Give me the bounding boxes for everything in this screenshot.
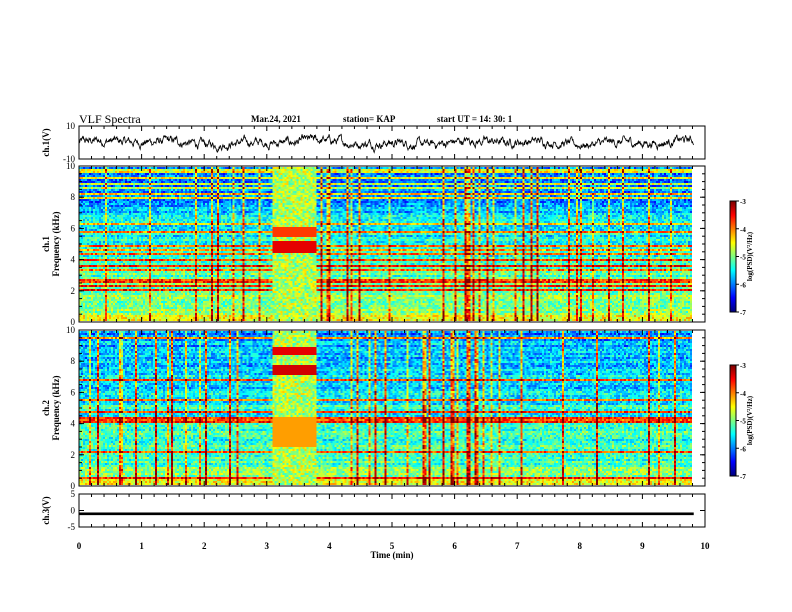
- y-tick-label: 6: [71, 387, 76, 397]
- x-tick-label: 6: [452, 541, 457, 551]
- x-tick-label: 8: [578, 541, 583, 551]
- x-tick-label: 9: [640, 541, 645, 551]
- y-tick-label: -5: [68, 522, 76, 532]
- ch2-colorbar: [730, 365, 736, 476]
- y-tick-label: 2: [71, 286, 76, 296]
- colorbar-tick-label: -3: [740, 362, 746, 370]
- date-label: Mar.24, 2021: [251, 114, 301, 124]
- ch2-spectrogram: [79, 331, 692, 485]
- y-axis-label: ch.2: [41, 400, 51, 416]
- figure-title: VLF Spectra: [79, 112, 141, 126]
- start-time-label: start UT = 14: 30: 1: [437, 114, 513, 124]
- x-tick-label: 3: [265, 541, 270, 551]
- y-tick-label: 4: [71, 255, 76, 265]
- y-tick-label: 5: [71, 489, 76, 499]
- y-tick-label: 6: [71, 223, 76, 233]
- panel-frame: [78, 329, 706, 487]
- colorbar-tick-label: -5: [740, 254, 746, 262]
- x-tick-label: 10: [701, 541, 711, 551]
- station-label: station= KAP: [343, 114, 396, 124]
- ch1-trace: [78, 133, 694, 154]
- x-tick-label: 0: [77, 541, 82, 551]
- y-axis-label: Frequency (kHz): [51, 211, 61, 276]
- ch1-colorbar: [730, 201, 736, 312]
- y-tick-label: -10: [63, 154, 75, 164]
- colorbar-tick-label: -4: [740, 390, 746, 398]
- colorbar-label: log(PSD)(V²/Hz): [746, 231, 754, 281]
- y-tick-label: 0: [71, 481, 76, 491]
- x-tick-label: 1: [139, 541, 144, 551]
- x-tick-label: 4: [327, 541, 332, 551]
- y-tick-label: 8: [71, 192, 76, 202]
- y-axis-label: Frequency (kHz): [51, 375, 61, 440]
- colorbar-frame: [729, 200, 737, 313]
- x-tick-label: 5: [390, 541, 395, 551]
- colorbar-tick-label: -3: [740, 198, 746, 206]
- colorbar-tick-label: -7: [740, 473, 746, 481]
- y-axis-label: ch.1(V): [41, 128, 51, 156]
- y-axis-label: ch.1: [41, 236, 51, 252]
- colorbar-tick-label: -6: [740, 445, 746, 453]
- panel-frame: [78, 165, 706, 323]
- ch1-spectrogram: [79, 167, 692, 321]
- y-tick-label: 10: [66, 161, 76, 171]
- colorbar-tick-label: -7: [740, 309, 746, 317]
- y-tick-label: 4: [71, 419, 76, 429]
- y-tick-label: 0: [71, 506, 76, 516]
- y-tick-label: 10: [66, 121, 76, 131]
- y-tick-label: 2: [71, 450, 76, 460]
- colorbar-frame: [729, 364, 737, 477]
- x-axis-label: Time (min): [370, 550, 413, 560]
- x-tick-label: 7: [515, 541, 520, 551]
- colorbar-tick-label: -4: [740, 226, 746, 234]
- x-tick-label: 2: [202, 541, 207, 551]
- y-tick-label: 10: [66, 325, 76, 335]
- colorbar-label: log(PSD)(V²/Hz): [746, 395, 754, 445]
- colorbar-tick-label: -5: [740, 418, 746, 426]
- y-tick-label: 8: [71, 356, 76, 366]
- ch3-trace: [79, 512, 694, 516]
- colorbar-tick-label: -6: [740, 281, 746, 289]
- y-tick-label: 0: [71, 317, 76, 327]
- y-axis-label: ch.3(V): [41, 496, 51, 524]
